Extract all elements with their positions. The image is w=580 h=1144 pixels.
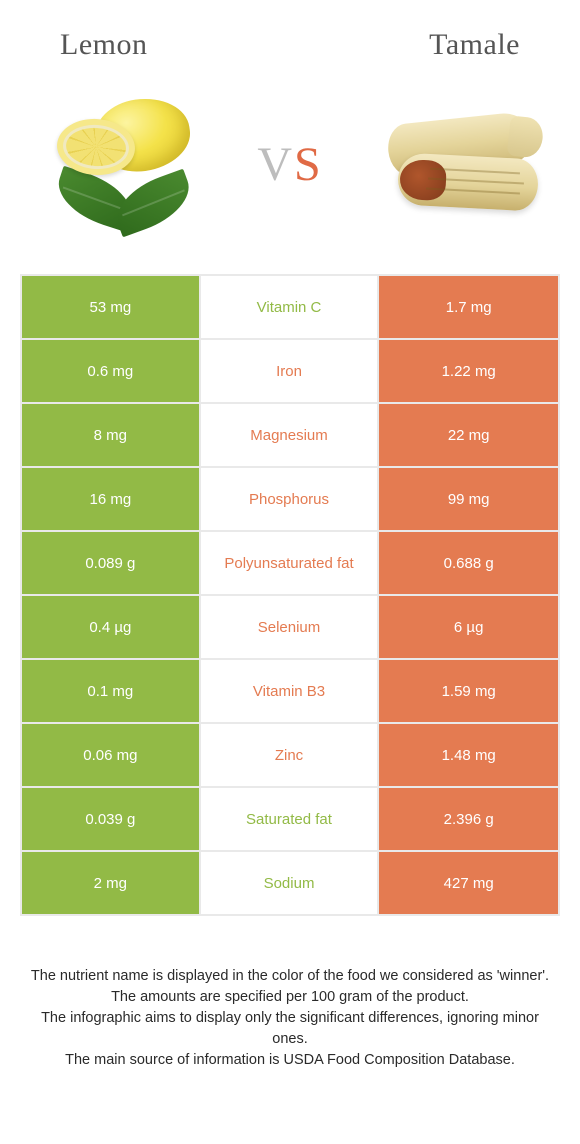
- tamale-icon: [370, 94, 550, 234]
- value-left: 0.039 g: [22, 788, 201, 850]
- footnote-line: The infographic aims to display only the…: [30, 1008, 550, 1050]
- nutrient-name: Phosphorus: [201, 468, 380, 530]
- value-left: 0.6 mg: [22, 340, 201, 402]
- value-left: 53 mg: [22, 276, 201, 338]
- hero-row: VS: [0, 74, 580, 274]
- value-right: 427 mg: [379, 852, 558, 914]
- footnote-line: The amounts are specified per 100 gram o…: [30, 987, 550, 1008]
- value-right: 99 mg: [379, 468, 558, 530]
- nutrient-name: Vitamin C: [201, 276, 380, 338]
- comparison-table: 53 mgVitamin C1.7 mg0.6 mgIron1.22 mg8 m…: [20, 274, 560, 916]
- table-row: 16 mgPhosphorus99 mg: [22, 468, 558, 532]
- food-title-left: Lemon: [60, 28, 147, 62]
- table-row: 8 mgMagnesium22 mg: [22, 404, 558, 468]
- value-right: 1.7 mg: [379, 276, 558, 338]
- value-left: 0.06 mg: [22, 724, 201, 786]
- nutrient-name: Selenium: [201, 596, 380, 658]
- nutrient-name: Zinc: [201, 724, 380, 786]
- nutrient-name: Saturated fat: [201, 788, 380, 850]
- value-right: 1.48 mg: [379, 724, 558, 786]
- value-left: 16 mg: [22, 468, 201, 530]
- value-right: 6 µg: [379, 596, 558, 658]
- value-right: 1.22 mg: [379, 340, 558, 402]
- table-row: 0.1 mgVitamin B31.59 mg: [22, 660, 558, 724]
- value-right: 0.688 g: [379, 532, 558, 594]
- nutrient-name: Magnesium: [201, 404, 380, 466]
- nutrient-name: Iron: [201, 340, 380, 402]
- value-left: 0.089 g: [22, 532, 201, 594]
- value-right: 1.59 mg: [379, 660, 558, 722]
- table-row: 53 mgVitamin C1.7 mg: [22, 276, 558, 340]
- header: Lemon Tamale: [0, 0, 580, 74]
- table-row: 0.06 mgZinc1.48 mg: [22, 724, 558, 788]
- vs-s: S: [294, 138, 323, 191]
- footnote-line: The main source of information is USDA F…: [30, 1050, 550, 1071]
- value-left: 0.4 µg: [22, 596, 201, 658]
- vs-label: VS: [257, 137, 322, 192]
- value-left: 2 mg: [22, 852, 201, 914]
- footnotes: The nutrient name is displayed in the co…: [0, 916, 580, 1071]
- footnote-line: The nutrient name is displayed in the co…: [30, 966, 550, 987]
- food-title-right: Tamale: [429, 28, 520, 62]
- table-row: 0.4 µgSelenium6 µg: [22, 596, 558, 660]
- table-row: 0.6 mgIron1.22 mg: [22, 340, 558, 404]
- value-left: 8 mg: [22, 404, 201, 466]
- value-right: 22 mg: [379, 404, 558, 466]
- lemon-icon: [30, 94, 210, 234]
- vs-v: V: [257, 138, 294, 191]
- nutrient-name: Sodium: [201, 852, 380, 914]
- table-row: 2 mgSodium427 mg: [22, 852, 558, 916]
- table-row: 0.089 gPolyunsaturated fat0.688 g: [22, 532, 558, 596]
- value-left: 0.1 mg: [22, 660, 201, 722]
- nutrient-name: Polyunsaturated fat: [201, 532, 380, 594]
- nutrient-name: Vitamin B3: [201, 660, 380, 722]
- table-row: 0.039 gSaturated fat2.396 g: [22, 788, 558, 852]
- value-right: 2.396 g: [379, 788, 558, 850]
